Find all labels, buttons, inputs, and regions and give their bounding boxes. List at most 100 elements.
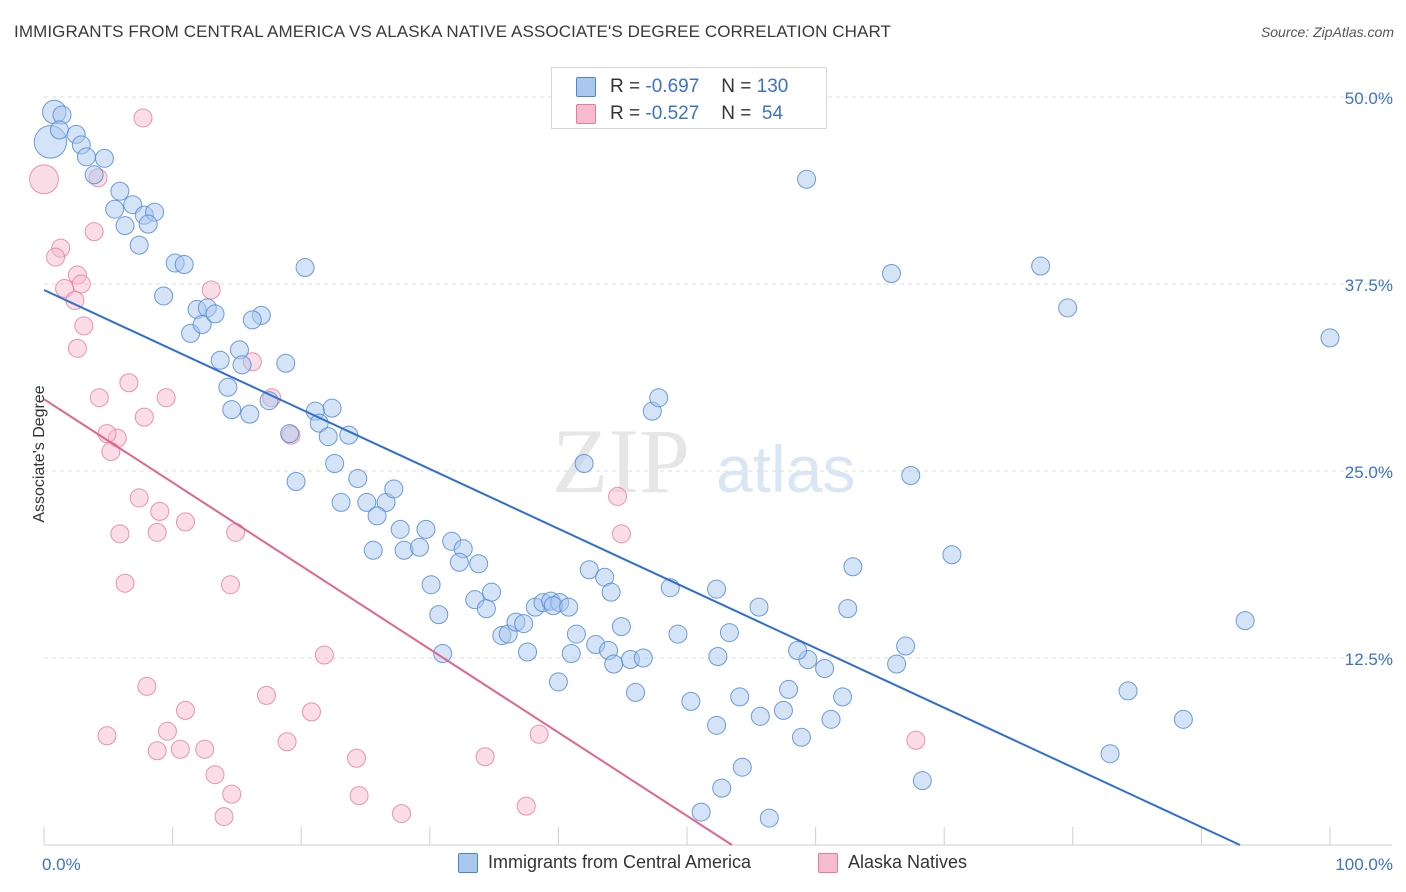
pink-point (222, 784, 242, 804)
blue-point (759, 808, 779, 828)
pink-point (157, 721, 177, 741)
legend-item-alaska-natives[interactable]: Alaska Natives (818, 852, 967, 873)
blue-point (518, 642, 538, 662)
blue-swatch-icon (458, 852, 478, 873)
pink-point (46, 247, 66, 267)
source-label: Source: ZipAtlas.com (1260, 24, 1394, 40)
blue-point (815, 658, 835, 678)
pink-point (475, 747, 495, 767)
blue-point (469, 554, 489, 574)
blue-point (791, 727, 811, 747)
pink-trend-line (43, 398, 733, 846)
pink-point (205, 765, 225, 785)
n-value: 54 (756, 103, 784, 124)
pink-point (220, 575, 240, 595)
blue-point (367, 506, 387, 526)
blue-point (390, 519, 410, 539)
blue-point (896, 636, 916, 656)
blue-point (240, 404, 260, 424)
blue-point (708, 647, 728, 667)
blue-point (76, 147, 96, 167)
pink-point (277, 732, 297, 752)
blue-point (668, 624, 688, 644)
blue-point (691, 802, 711, 822)
blue-point (416, 519, 436, 539)
blue-point (649, 388, 669, 408)
pink-point (115, 573, 135, 593)
blue-point (601, 582, 621, 602)
pink-point (175, 512, 195, 532)
blue-point (322, 398, 342, 418)
y-tick-label: 50.0% (1345, 89, 1393, 108)
blue-point (912, 771, 932, 791)
r-value: -0.527 (645, 103, 700, 124)
pink-point (608, 486, 628, 506)
pink-point (74, 316, 94, 336)
legend-item-central-america[interactable]: Immigrants from Central America (458, 852, 751, 873)
blue-point (633, 648, 653, 668)
blue-point (779, 679, 799, 699)
pink-point (119, 373, 139, 393)
pink-point (84, 222, 104, 242)
blue-point (49, 120, 69, 140)
pink-point (134, 407, 154, 427)
x-tick-label: 100.0% (1335, 855, 1393, 874)
blue-point (433, 644, 453, 664)
blue-point (626, 682, 646, 702)
blue-point (604, 654, 624, 674)
blue-point (384, 479, 404, 499)
pink-point (214, 807, 234, 827)
pink-point (611, 524, 631, 544)
blue-point (476, 599, 496, 619)
blue-point (295, 258, 315, 278)
blue-point (1100, 744, 1120, 764)
blue-point (394, 540, 414, 560)
pink-point (129, 488, 149, 508)
pink-point (256, 685, 276, 705)
blue-point (210, 350, 230, 370)
blue-point (833, 687, 853, 707)
pink-point (150, 501, 170, 521)
blue-point (788, 641, 808, 661)
pink-point (71, 274, 91, 294)
blue-point (514, 614, 534, 634)
blue-point (110, 181, 130, 201)
pink-point (101, 442, 121, 462)
pink-point (226, 522, 246, 542)
blue-point (410, 537, 430, 557)
blue-point (429, 605, 449, 625)
blue-point (348, 468, 368, 488)
pink-point (516, 796, 536, 816)
blue-point (84, 165, 104, 185)
blue-point (707, 715, 727, 735)
blue-point (232, 355, 252, 375)
blue-point (174, 255, 194, 275)
pink-point (529, 724, 549, 744)
blue-point (1118, 681, 1138, 701)
blue-point (559, 597, 579, 617)
blue-point (286, 471, 306, 491)
blue-point (105, 199, 125, 219)
blue-point (821, 709, 841, 729)
blue-point (730, 687, 750, 707)
pink-point (195, 739, 215, 759)
pink-point (97, 726, 117, 746)
r-value: -0.697 (645, 76, 700, 97)
pink-point (314, 645, 334, 665)
r-label: R = (610, 76, 641, 97)
blue-point (681, 691, 701, 711)
blue-point (309, 413, 329, 433)
series-legend: Immigrants from Central America Alaska N… (0, 852, 1406, 876)
blue-point (242, 310, 262, 330)
pink-point (156, 388, 176, 408)
blue-point (881, 264, 901, 284)
blue-point (712, 778, 732, 798)
pink-point (175, 700, 195, 720)
y-tick-label: 12.5% (1345, 650, 1393, 669)
pink-swatch-icon (576, 104, 596, 124)
blue-point (887, 654, 907, 674)
pink-point (392, 804, 412, 824)
pink-point (906, 730, 926, 750)
blue-point (115, 216, 135, 236)
